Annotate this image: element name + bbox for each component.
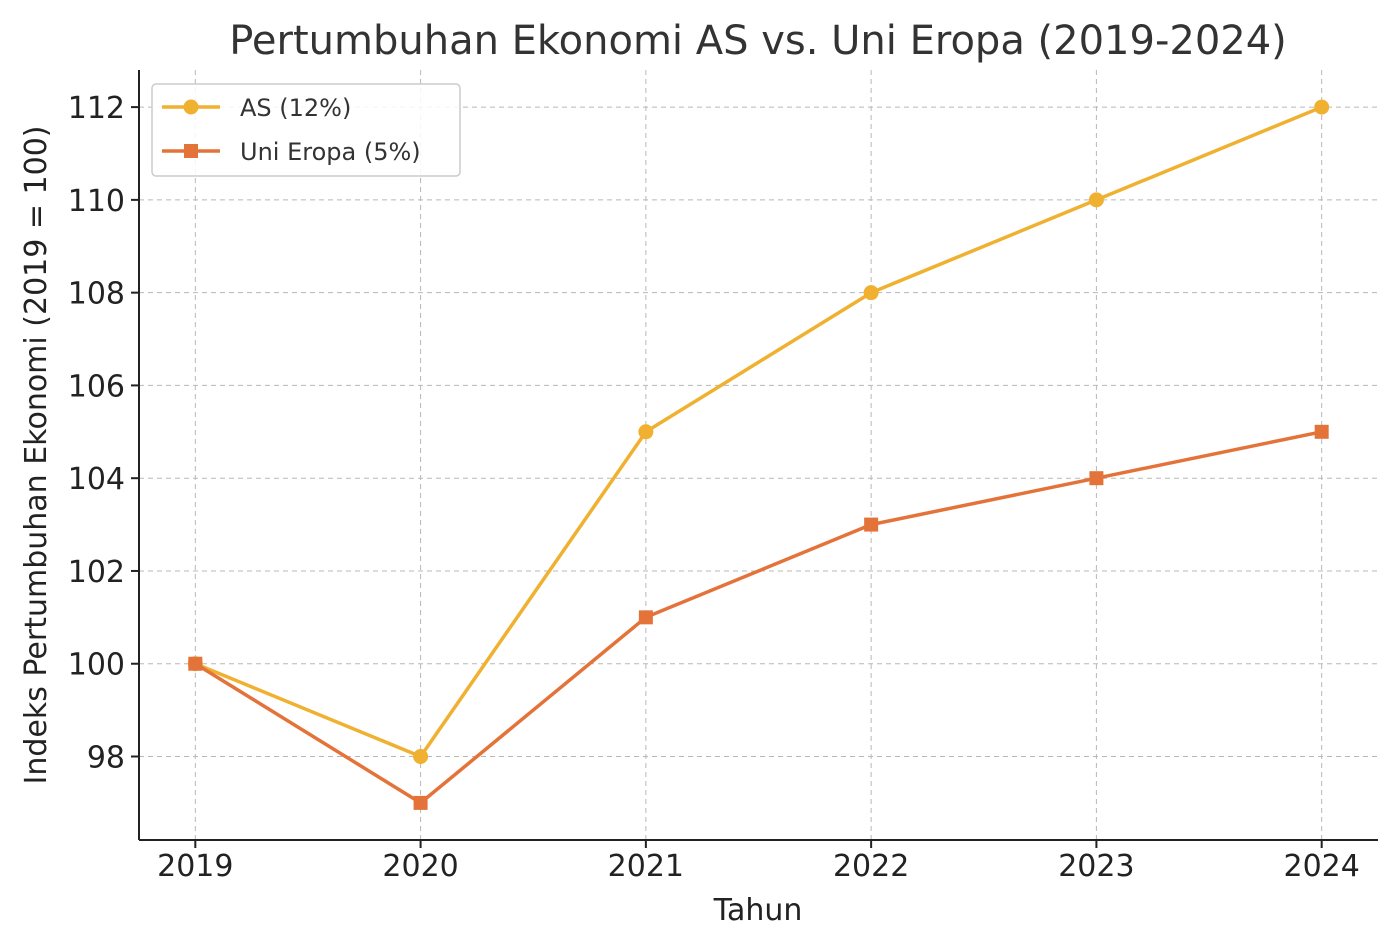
y-tick-label: 102 [68,555,125,590]
series-group [187,99,1330,810]
series-line [193,430,1324,805]
legend-label: Uni Eropa (5%) [240,138,421,166]
data-point [638,424,654,440]
legend-marker [184,144,198,158]
legend-marker [183,99,199,115]
legend: AS (12%) Uni Eropa (5%) [151,83,461,177]
data-point [1314,99,1330,115]
axes: 2019 2020 2021 2022 2023 2024 98 100 102 104 106 10… [68,70,1378,884]
data-point [1089,471,1104,486]
data-point [413,795,428,810]
y-tick-label: 110 [68,184,125,219]
series-2 [188,424,1329,810]
data-point [1088,192,1104,208]
y-tick-label: 106 [68,369,125,404]
legend-item: AS (12%) [162,94,351,122]
data-point [638,610,653,625]
x-tick-label: 2019 [157,849,233,884]
data-point [413,749,429,765]
data-point [188,656,203,671]
data-point [864,517,879,532]
series-line [193,105,1324,759]
y-axis-label: Indeks Pertumbuhan Ekonomi (2019 = 100) [19,125,54,784]
y-tick-label: 104 [68,462,125,497]
y-tick-label: 112 [68,91,125,126]
chart-title: Pertumbuhan Ekonomi AS vs. Uni Eropa (20… [229,18,1287,64]
x-tick-label: 2024 [1284,849,1360,884]
data-point [1314,424,1329,439]
x-tick-label: 2020 [382,849,458,884]
x-tick-label: 2022 [833,849,909,884]
y-tick-label: 108 [68,277,125,312]
x-tick-label: 2023 [1058,849,1134,884]
data-point [863,285,879,301]
legend-item: Uni Eropa (5%) [162,138,421,166]
series-1 [187,99,1330,765]
x-tick-label: 2021 [608,849,684,884]
y-tick-label: 100 [68,648,125,683]
grid [139,70,1378,840]
x-axis-label: Tahun [713,893,803,928]
y-tick-label: 98 [87,741,125,776]
legend-label: AS (12%) [240,94,351,122]
legend-box [151,83,461,177]
